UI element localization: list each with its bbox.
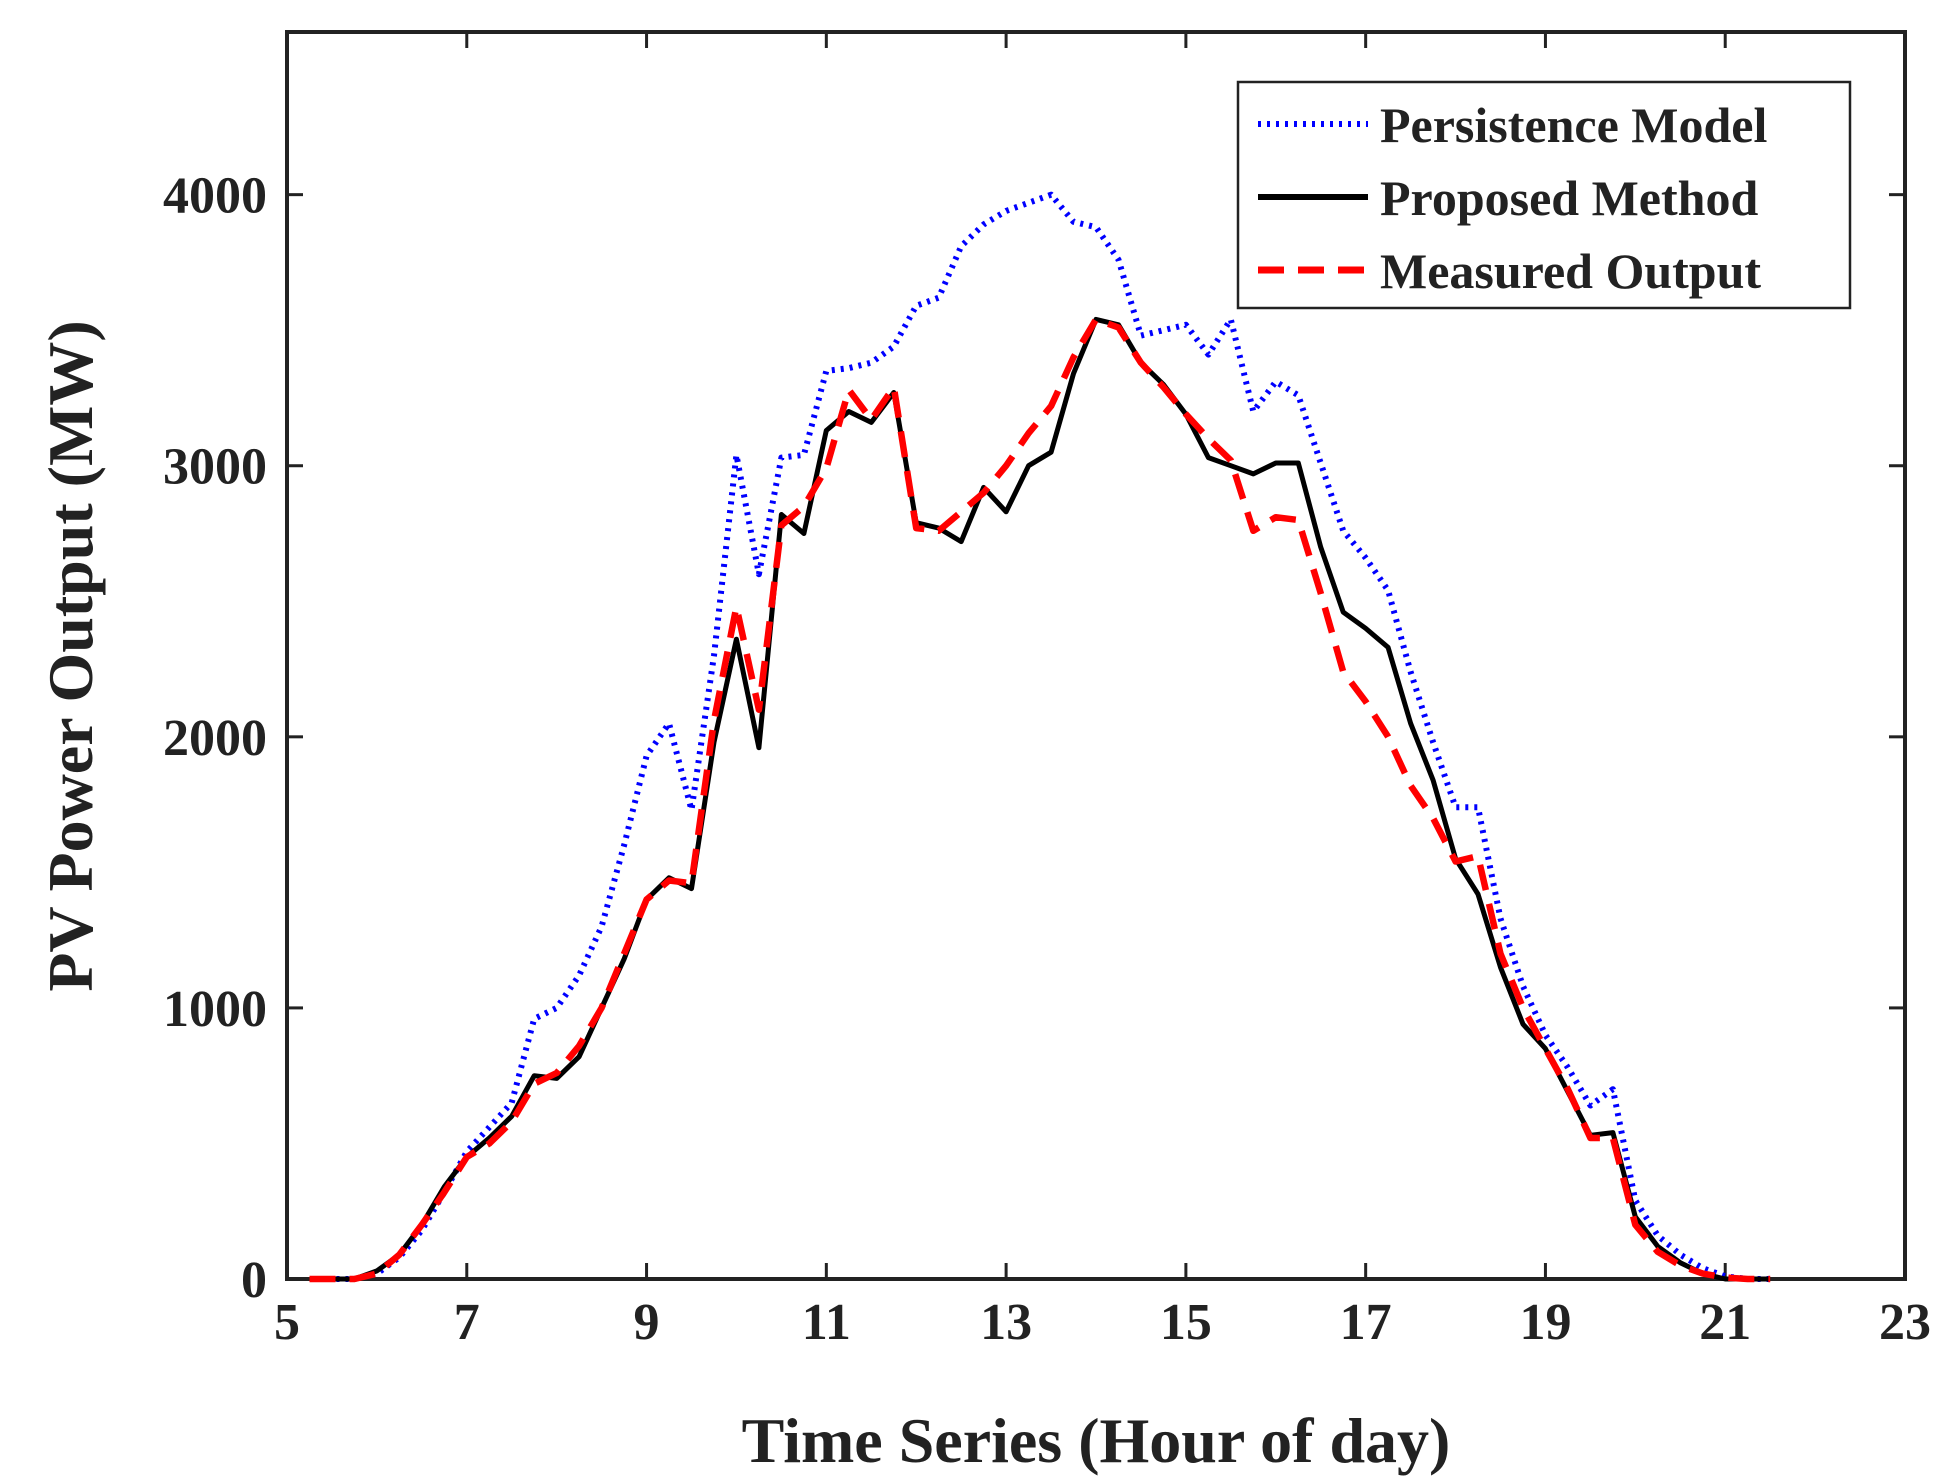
x-tick-label: 19 [1519, 1294, 1571, 1351]
x-tick-label: 9 [634, 1294, 660, 1351]
series-layer [309, 191, 1771, 1283]
legend-label-proposed-method: Proposed Method [1380, 170, 1758, 226]
x-tick-label: 21 [1699, 1294, 1751, 1351]
x-tick-label: 11 [802, 1294, 851, 1351]
y-tick-label: 4000 [163, 168, 267, 225]
x-tick-label: 17 [1340, 1294, 1392, 1351]
y-tick-label: 1000 [163, 981, 267, 1038]
tick-labels: 5 7 9 11 13 15 17 19 21 23 0 1000 2000 3000 4000 [163, 168, 1931, 1351]
x-tick-label: 23 [1879, 1294, 1931, 1351]
legend-label-persistence-model: Persistence Model [1380, 97, 1767, 153]
legend-label-measured-output: Measured Output [1380, 243, 1761, 299]
legend: Persistence Model Proposed Method Measur… [1236, 80, 1852, 310]
x-tick-label: 5 [274, 1294, 300, 1351]
y-tick-label: 0 [241, 1252, 267, 1309]
axis-ticks [285, 32, 1907, 1281]
y-tick-label: 2000 [163, 710, 267, 767]
y-tick-label: 3000 [163, 439, 267, 496]
x-tick-label: 7 [454, 1294, 480, 1351]
series-line-measured-output [309, 316, 1771, 1283]
x-axis-title: Time Series (Hour of day) [742, 1405, 1451, 1476]
x-tick-label: 13 [980, 1294, 1032, 1351]
x-tick-label: 15 [1160, 1294, 1212, 1351]
y-axis-title: PV Power Output (MW) [35, 320, 106, 991]
